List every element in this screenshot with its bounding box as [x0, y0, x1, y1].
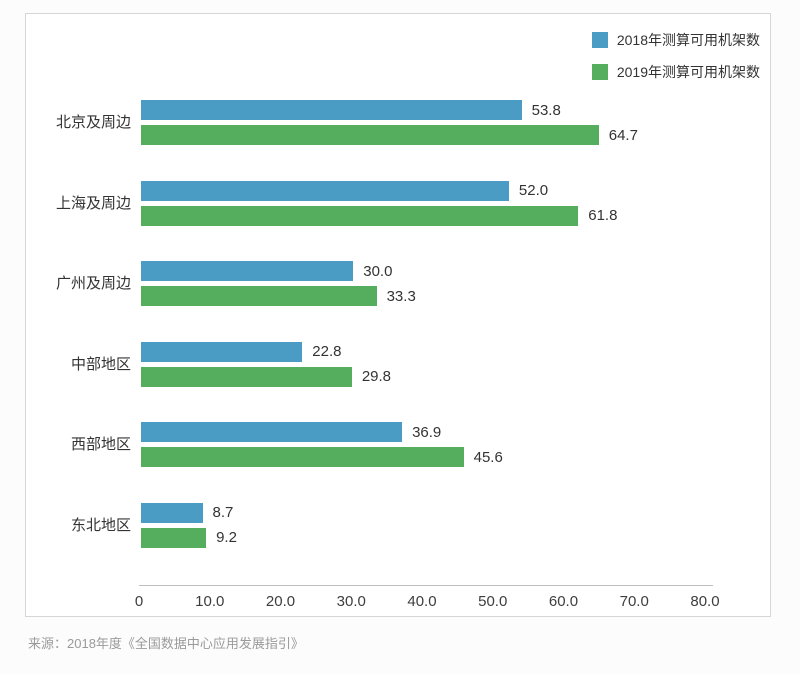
category-label: 西部地区 [70, 436, 131, 453]
bar-series-1 [141, 527, 207, 548]
axis-tick: 0 [134, 593, 144, 610]
legend-label: 2019年测算可用机架数 [616, 64, 760, 80]
bar-line: 53.8 [141, 100, 707, 120]
value-label: 61.8 [588, 207, 618, 224]
bar-group: 北京及周边 53.8 64.7 [26, 100, 770, 181]
bar-group: 上海及周边 52.0 61.8 [26, 180, 770, 262]
value-label: 33.3 [386, 287, 416, 305]
value-label: 22.8 [312, 343, 342, 360]
bar-series-0 [141, 261, 354, 281]
bar-series-0 [141, 502, 203, 523]
axis-tick: 30.0 [336, 593, 366, 610]
value-label: 36.9 [412, 423, 442, 441]
value-label: 30.0 [363, 262, 393, 280]
bar-group: 西部地区 36.9 45.6 [26, 422, 770, 503]
bar-line: 33.3 [141, 286, 707, 306]
category-label: 中部地区 [70, 355, 131, 373]
axis-tick: 60.0 [548, 593, 579, 610]
bar-line: 29.8 [141, 366, 707, 387]
value-label: 8.7 [212, 504, 234, 521]
bar-line: 52.0 [141, 180, 707, 201]
bar-line: 64.7 [141, 125, 707, 145]
value-label: 45.6 [473, 448, 503, 466]
value-label: 64.7 [608, 126, 638, 144]
category-label: 广州及周边 [55, 275, 131, 292]
bar-series-0 [141, 100, 522, 120]
bar-line: 36.9 [141, 422, 707, 442]
bar-line: 45.6 [141, 447, 707, 467]
bar-stack: 22.8 29.8 [141, 341, 707, 387]
bar-stack: 8.7 9.2 [141, 502, 707, 548]
chart-card: 2018年测算可用机架数 2019年测算可用机架数 北京及周边 53.8 64.7 上海… [25, 13, 771, 617]
value-label: 9.2 [216, 529, 237, 546]
axis-tick: 20.0 [265, 593, 296, 610]
axis-tick: 70.0 [619, 593, 649, 610]
bar-line: 8.7 [141, 502, 707, 523]
bar-group: 中部地区 22.8 29.8 [26, 341, 770, 423]
legend-swatch-icon [591, 64, 608, 80]
bar-series-1 [141, 205, 579, 226]
bar-line: 30.0 [141, 261, 707, 281]
axis-tick: 40.0 [407, 593, 437, 610]
bar-series-0 [141, 180, 509, 201]
bar-stack: 30.0 33.3 [141, 261, 707, 306]
chart-legend: 2018年测算可用机架数 2019年测算可用机架数 [591, 30, 760, 82]
category-label: 上海及周边 [55, 194, 131, 212]
axis-tick: 80.0 [690, 593, 720, 610]
bar-stack: 52.0 61.8 [141, 180, 707, 226]
x-axis: 0 10.0 20.0 30.0 40.0 50.0 60.0 70.0 80.0 [135, 585, 720, 617]
bar-series-1 [141, 286, 377, 306]
bar-series-1 [141, 366, 352, 387]
value-label: 52.0 [518, 182, 549, 199]
bar-series-0 [141, 341, 303, 362]
axis-tick: 10.0 [195, 593, 225, 610]
bar-series-1 [141, 447, 464, 467]
category-label: 北京及周边 [55, 114, 131, 131]
bar-series-0 [141, 422, 403, 442]
bar-stack: 53.8 64.7 [141, 100, 707, 145]
source-note: 来源：2018年度《全国数据中心应用发展指引》 [28, 636, 304, 651]
category-label: 东北地区 [70, 516, 131, 534]
value-label: 53.8 [531, 101, 561, 119]
bar-line: 9.2 [141, 527, 707, 548]
value-label: 29.8 [361, 368, 392, 385]
legend-item-1: 2019年测算可用机架数 [591, 62, 760, 82]
bar-stack: 36.9 45.6 [141, 422, 707, 467]
legend-label: 2018年测算可用机架数 [616, 32, 760, 48]
axis-tick: 50.0 [478, 593, 508, 610]
bar-group: 东北地区 8.7 9.2 [26, 502, 770, 584]
plot-area: 北京及周边 53.8 64.7 上海及周边 52.0 61.8 广州及周边 30.0 33.3 中… [26, 100, 770, 583]
bar-series-1 [141, 125, 599, 145]
bar-group: 广州及周边 30.0 33.3 [26, 261, 770, 342]
legend-item-0: 2018年测算可用机架数 [591, 30, 760, 50]
bar-line: 22.8 [141, 341, 707, 362]
bar-line: 61.8 [141, 205, 707, 226]
legend-swatch-icon [591, 32, 608, 48]
